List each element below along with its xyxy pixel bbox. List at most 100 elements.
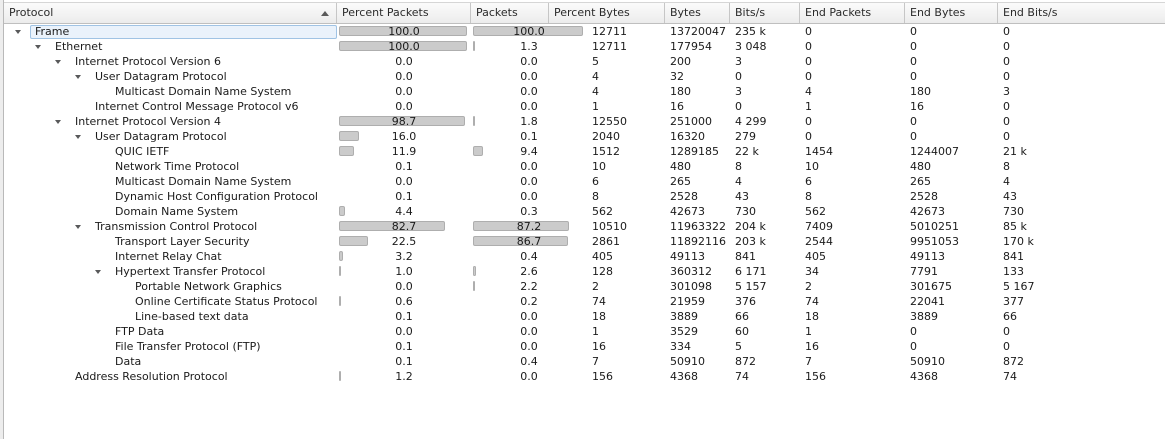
- cell-packets: 1: [592, 100, 599, 113]
- cell-end-bytes: 265: [910, 175, 931, 188]
- protocol-row[interactable]: User Datagram Protocol 0.0 0.0 4 32 0 0 0 0: [4, 69, 1165, 84]
- cell-packets: 405: [592, 250, 613, 263]
- cell-protocol: QUIC IETF: [4, 144, 337, 159]
- expander-down-icon[interactable]: [75, 134, 81, 139]
- protocol-row[interactable]: Address Resolution Protocol 1.2 0.0 156 4368…: [4, 369, 1165, 384]
- cell-end-packets: 0: [805, 130, 812, 143]
- protocol-row[interactable]: Internet Protocol Version 4 98.7 1.8 12550 2…: [4, 114, 1165, 129]
- protocol-row[interactable]: Hypertext Transfer Protocol 1.0 2.6 128 3603…: [4, 264, 1165, 279]
- cell-end-bits-per-s: 0: [1003, 115, 1010, 128]
- protocol-row[interactable]: Internet Control Message Protocol v6 0.0 0…: [4, 99, 1165, 114]
- cell-end-bits-per-s: 841: [1003, 250, 1024, 263]
- cell-bits-per-s: 5 157: [735, 280, 767, 293]
- column-header-percent-packets[interactable]: Percent Packets: [337, 3, 471, 23]
- protocol-name: Internet Protocol Version 4: [75, 115, 221, 128]
- column-header-end-bits-per-s[interactable]: End Bits/s: [998, 3, 1164, 23]
- expander-down-icon[interactable]: [35, 44, 41, 49]
- cell-percent-bytes: 2.6: [471, 264, 587, 279]
- cell-bits-per-s: 3 048: [735, 40, 767, 53]
- cell-percent-bytes: 0.0: [471, 174, 587, 189]
- protocol-row[interactable]: Transport Layer Security 22.5 86.7 2861 1189…: [4, 234, 1165, 249]
- protocol-row[interactable]: Multicast Domain Name System 0.0 0.0 4 180 3 4…: [4, 84, 1165, 99]
- cell-bits-per-s: 60: [735, 325, 749, 338]
- cell-end-bits-per-s: 66: [1003, 310, 1017, 323]
- protocol-row[interactable]: User Datagram Protocol 16.0 0.1 2040 16320 27…: [4, 129, 1165, 144]
- protocol-row[interactable]: Online Certificate Status Protocol 0.6 0.2…: [4, 294, 1165, 309]
- percent-bytes-value: 0.0: [520, 70, 538, 83]
- expander-down-icon[interactable]: [55, 59, 61, 64]
- cell-end-bytes: 49113: [910, 250, 945, 263]
- cell-percent-packets: 0.1: [337, 309, 471, 324]
- protocol-name: Data: [115, 355, 142, 368]
- cell-end-packets: 4: [805, 85, 812, 98]
- percent-bytes-value: 0.1: [520, 130, 538, 143]
- cell-packets: 5: [592, 55, 599, 68]
- column-header-label: Packets: [476, 6, 518, 19]
- percent-bar: [339, 116, 466, 126]
- column-header-packets[interactable]: Packets: [471, 3, 549, 23]
- expander-down-icon[interactable]: [95, 269, 101, 274]
- protocol-row[interactable]: Dynamic Host Configuration Protocol 0.1 0.…: [4, 189, 1165, 204]
- protocol-row[interactable]: Portable Network Graphics 0.0 2.2 2 301098 5 …: [4, 279, 1165, 294]
- cell-bytes: 42673: [670, 205, 705, 218]
- column-header-bits-per-s[interactable]: Bits/s: [730, 3, 800, 23]
- protocol-row[interactable]: QUIC IETF 11.9 9.4 1512 1289185 22 k 1454 12440…: [4, 144, 1165, 159]
- cell-percent-packets: 98.7: [337, 114, 471, 129]
- column-header-label: Bits/s: [735, 6, 766, 19]
- cell-percent-packets: 1.0: [337, 264, 471, 279]
- protocol-row[interactable]: Internet Relay Chat 3.2 0.4 405 49113 841 405 4…: [4, 249, 1165, 264]
- cell-percent-bytes: 0.0: [471, 159, 587, 174]
- protocol-row[interactable]: File Transfer Protocol (FTP) 0.1 0.0 16 334 5…: [4, 339, 1165, 354]
- expander-down-icon[interactable]: [55, 119, 61, 124]
- cell-bytes: 480: [670, 160, 691, 173]
- protocol-row[interactable]: Network Time Protocol 0.1 0.0 10 480 8 10 480 8: [4, 159, 1165, 174]
- protocol-row[interactable]: Line-based text data 0.1 0.0 18 3889 66 18 3889…: [4, 309, 1165, 324]
- expander-down-icon[interactable]: [75, 74, 81, 79]
- percent-bar: [339, 236, 368, 246]
- percent-bytes-value: 0.3: [520, 205, 538, 218]
- protocol-row[interactable]: Internet Protocol Version 6 0.0 0.0 5 200 3 0 0…: [4, 54, 1165, 69]
- cell-percent-bytes: 1.3: [471, 39, 587, 54]
- cell-percent-bytes: 87.2: [471, 219, 587, 234]
- protocol-row[interactable]: FTP Data 0.0 0.0 1 3529 60 1 0 0: [4, 324, 1165, 339]
- protocol-name: Address Resolution Protocol: [75, 370, 228, 383]
- cell-end-bytes: 0: [910, 115, 917, 128]
- cell-percent-packets: 0.6: [337, 294, 471, 309]
- column-header-label: Percent Bytes: [554, 6, 630, 19]
- cell-packets: 12711: [592, 40, 627, 53]
- protocol-row[interactable]: Data 0.1 0.4 7 50910 872 7 50910 872: [4, 354, 1165, 369]
- cell-end-bytes: 480: [910, 160, 931, 173]
- cell-end-bits-per-s: 21 k: [1003, 145, 1027, 158]
- expander-down-icon[interactable]: [15, 29, 21, 34]
- percent-packets-value: 16.0: [391, 130, 417, 143]
- cell-end-bits-per-s: 0: [1003, 70, 1010, 83]
- column-header-end-packets[interactable]: End Packets: [800, 3, 905, 23]
- cell-end-bytes: 0: [910, 70, 917, 83]
- cell-end-bits-per-s: 0: [1003, 100, 1010, 113]
- protocol-row[interactable]: Ethernet 100.0 1.3 12711 177954 3 048 0 0 0: [4, 39, 1165, 54]
- cell-end-bytes: 16: [910, 100, 924, 113]
- cell-end-packets: 1: [805, 325, 812, 338]
- protocol-row[interactable]: Multicast Domain Name System 0.0 0.0 6 265 4 6…: [4, 174, 1165, 189]
- selected-row-highlight: [30, 24, 337, 39]
- cell-end-bits-per-s: 74: [1003, 370, 1017, 383]
- protocol-row[interactable]: Transmission Control Protocol 82.7 87.2 105…: [4, 219, 1165, 234]
- cell-bytes: 1289185: [670, 145, 719, 158]
- cell-bits-per-s: 74: [735, 370, 749, 383]
- column-header-percent-bytes[interactable]: Percent Bytes: [549, 3, 665, 23]
- cell-percent-bytes: 0.3: [471, 204, 587, 219]
- cell-end-bits-per-s: 0: [1003, 55, 1010, 68]
- column-header-end-bytes[interactable]: End Bytes: [905, 3, 998, 23]
- cell-protocol: Address Resolution Protocol: [4, 369, 337, 384]
- expander-down-icon[interactable]: [75, 224, 81, 229]
- cell-bytes: 180: [670, 85, 691, 98]
- protocol-name: Line-based text data: [135, 310, 249, 323]
- protocol-row[interactable]: Domain Name System 4.4 0.3 562 42673 730 562 42…: [4, 204, 1165, 219]
- cell-end-bytes: 0: [910, 130, 917, 143]
- cell-packets: 12711: [592, 25, 627, 38]
- protocol-row[interactable]: Frame 100.0 100.0 12711 13720047 235 k 0 0 0: [4, 24, 1165, 39]
- cell-percent-packets: 0.0: [337, 174, 471, 189]
- cell-protocol: FTP Data: [4, 324, 337, 339]
- column-header-protocol[interactable]: Protocol: [4, 3, 337, 23]
- column-header-bytes[interactable]: Bytes: [665, 3, 730, 23]
